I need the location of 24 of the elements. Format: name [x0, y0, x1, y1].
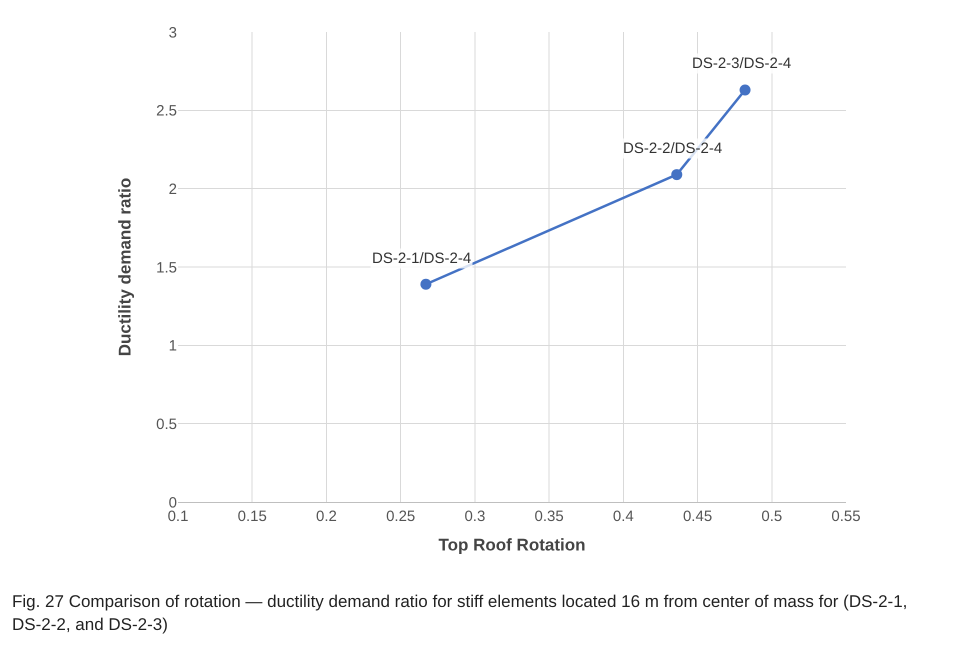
point: [671, 169, 682, 180]
x-tick-label: 0.45: [682, 508, 712, 525]
annotation: DS-2-3/DS-2-4: [692, 55, 792, 72]
x-tick-label: 0.3: [464, 508, 486, 525]
x-tick-label: 0.25: [386, 508, 416, 525]
point: [740, 84, 751, 96]
x-axis-title: Top Roof Rotation: [438, 535, 586, 554]
caption: Fig. 27 Comparison of rotation — ductility demand ratio for stiff elements located 16 m from center of mass for (DS-2-1, DS-2-2, and DS-2-3): [12, 591, 908, 636]
y-axis-title: Ductility demand ratio: [116, 178, 135, 356]
x-tick-label: 0.4: [612, 508, 634, 525]
annotation: DS-2-1/DS-2-4: [372, 250, 472, 267]
y-tick-label: 2: [168, 180, 177, 198]
x-tick-label: 0.55: [831, 508, 861, 525]
x-tick-label: 0.35: [534, 508, 564, 525]
annotation: DS-2-2/DS-2-4: [623, 140, 722, 157]
y-tick-label: 1.5: [156, 259, 177, 276]
y-tick-label: 1: [168, 338, 177, 355]
x-tick-label: 0.2: [316, 508, 337, 525]
y-tick-label: 3: [168, 24, 177, 42]
y-tick-label: 2.5: [156, 102, 177, 120]
y-tick-label: 0.5: [156, 416, 177, 433]
x-tick-label: 0.5: [761, 508, 782, 525]
x-tick-label: 0.15: [238, 508, 267, 525]
point: [420, 278, 432, 290]
